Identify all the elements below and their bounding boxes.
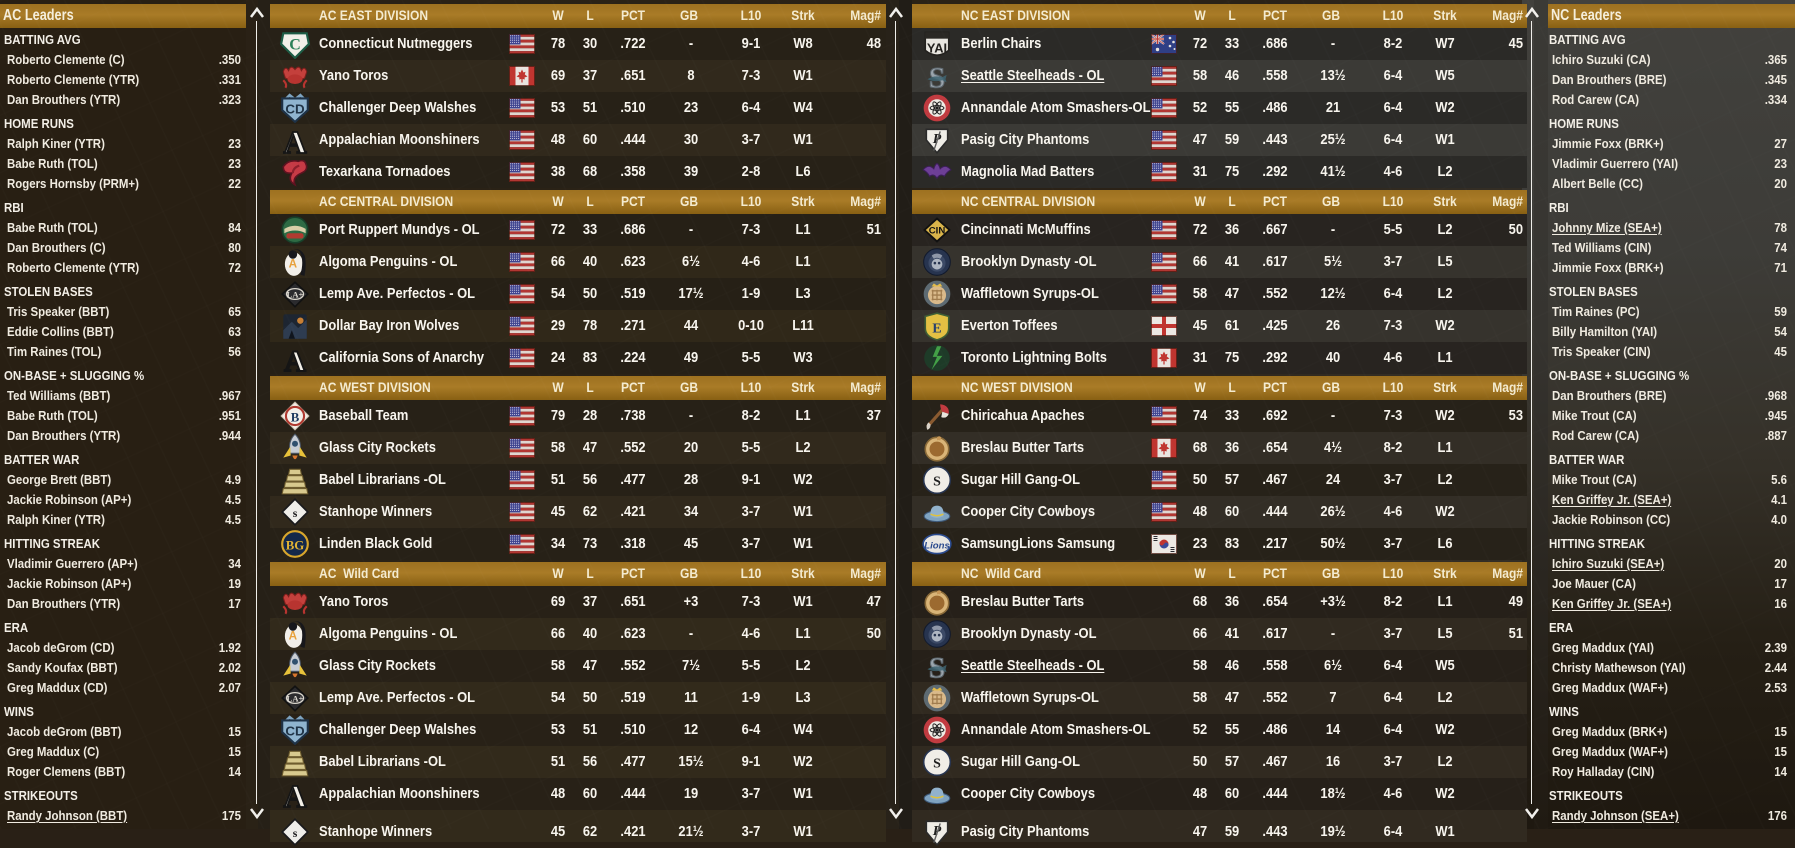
svg-text:S: S — [933, 755, 941, 770]
svg-text:CIN: CIN — [928, 225, 945, 236]
svg-text:A: A — [289, 257, 298, 270]
svg-text:A: A — [283, 125, 306, 155]
svg-text:LA+: LA+ — [287, 694, 304, 704]
svg-text:BG: BG — [286, 538, 305, 552]
svg-text:S: S — [933, 473, 941, 488]
svg-text:s: s — [293, 507, 298, 520]
svg-text:A: A — [283, 779, 306, 809]
svg-text:A: A — [284, 345, 306, 373]
svg-text:A: A — [289, 629, 298, 642]
svg-text:LA+: LA+ — [287, 290, 304, 300]
svg-text:YAI: YAI — [926, 40, 946, 55]
svg-text:CD: CD — [285, 101, 305, 116]
svg-text:C: C — [289, 36, 301, 53]
svg-text:CD: CD — [285, 723, 305, 738]
svg-text:B: B — [291, 410, 300, 424]
svg-text:Lions: Lions — [924, 540, 950, 551]
svg-text:E: E — [932, 320, 941, 335]
